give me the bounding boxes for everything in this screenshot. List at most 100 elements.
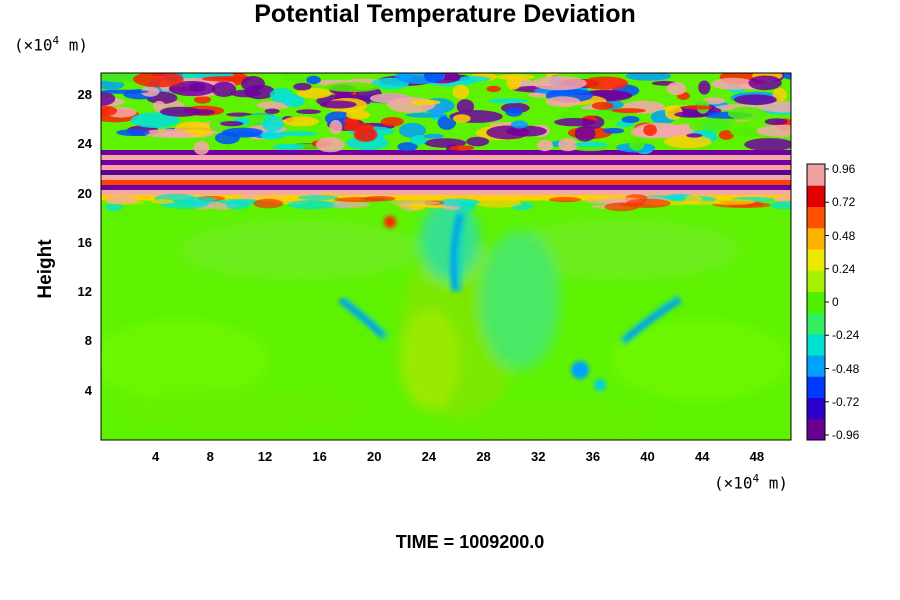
field-blob xyxy=(670,194,687,201)
field-blob xyxy=(621,115,640,124)
colorbar-tick-label: 0.96 xyxy=(832,162,856,176)
colorbar-swatch xyxy=(807,418,825,441)
field-blob xyxy=(101,105,118,117)
field-blob xyxy=(584,198,629,204)
field-stripe xyxy=(101,160,791,166)
field-blob xyxy=(744,138,791,151)
field-blob xyxy=(772,88,787,102)
field-blob xyxy=(452,84,470,100)
colorbar-swatch xyxy=(807,227,825,250)
field-blob xyxy=(297,194,339,201)
field-blob xyxy=(582,76,629,90)
field-blob xyxy=(574,125,596,142)
colorbar-swatch xyxy=(807,376,825,399)
field-blob xyxy=(686,133,703,138)
field-blob xyxy=(334,197,385,203)
x-tick-label: 40 xyxy=(640,449,655,464)
x-tick-label: 4 xyxy=(152,449,160,464)
field-stripe xyxy=(101,165,791,171)
x-tick-label: 44 xyxy=(694,449,710,464)
colorbar-swatch xyxy=(807,333,825,356)
field-blob xyxy=(505,107,523,117)
field-blob xyxy=(153,100,166,112)
colorbar-tick-label: 0.72 xyxy=(832,195,856,210)
field-blob xyxy=(506,125,547,137)
field-blob xyxy=(625,198,671,209)
y-tick-label: 12 xyxy=(77,284,92,300)
field-blob xyxy=(449,145,475,151)
field-blob xyxy=(718,130,734,140)
y-tick-label: 4 xyxy=(84,382,92,398)
x-axis-unit: (×104 m) xyxy=(714,472,789,493)
field-stripe xyxy=(101,195,791,201)
field-blob xyxy=(405,112,448,118)
x-tick-label: 24 xyxy=(421,449,437,464)
field-blob xyxy=(628,137,645,151)
field-blob xyxy=(408,202,427,211)
field-blob xyxy=(574,141,608,148)
field-blob xyxy=(730,127,761,138)
colorbar-tick-label: -0.24 xyxy=(832,328,860,343)
field-blob xyxy=(764,118,788,126)
field-blob xyxy=(423,133,444,139)
y-tick-label: 24 xyxy=(77,136,92,152)
x-tick-label: 12 xyxy=(257,449,273,464)
x-tick-label: 36 xyxy=(585,449,601,464)
field-blob xyxy=(727,106,766,121)
field-blob xyxy=(452,114,471,123)
field-blob xyxy=(591,101,614,110)
field-stripe xyxy=(101,190,791,196)
field-blob xyxy=(282,116,319,127)
field-blob xyxy=(133,73,184,88)
field-blob xyxy=(101,89,149,94)
field-blob xyxy=(226,112,253,117)
chart-title: Potential Temperature Deviation xyxy=(254,0,636,28)
field-blob xyxy=(666,81,687,96)
field-blob xyxy=(625,73,672,81)
field-blob xyxy=(683,105,713,110)
field-blob xyxy=(554,117,596,127)
field-blob xyxy=(397,142,418,152)
field-blob xyxy=(545,96,581,107)
field-blob xyxy=(264,108,280,114)
field-blob xyxy=(315,137,345,153)
colorbar-tick-label: 0.24 xyxy=(832,261,856,276)
field-blob xyxy=(423,73,444,83)
field-blob xyxy=(602,127,625,134)
field-blob xyxy=(698,80,711,95)
field-blob xyxy=(399,73,413,81)
field-blob xyxy=(410,134,428,145)
field-blob xyxy=(486,85,501,93)
y-axis-unit: (×104 m) xyxy=(14,34,89,55)
field-blob xyxy=(702,97,726,105)
field-blob xyxy=(664,135,712,149)
colorbar-swatch xyxy=(807,185,825,207)
x-tick-label: 16 xyxy=(312,449,327,464)
field-blob xyxy=(488,98,529,104)
field-blob xyxy=(537,139,553,152)
field-blob xyxy=(140,86,160,97)
field-blob xyxy=(143,129,196,138)
field-blob xyxy=(459,201,476,212)
field-blob xyxy=(774,195,791,203)
field-blob xyxy=(319,100,357,109)
field-blob xyxy=(748,75,782,91)
field-blob xyxy=(769,201,791,210)
field-stripe xyxy=(101,150,791,156)
field-blob xyxy=(474,198,522,208)
field-blob xyxy=(287,200,335,210)
field-blob xyxy=(399,122,426,138)
colorbar-swatch xyxy=(807,291,825,314)
field-stripe xyxy=(101,180,791,186)
colorbar xyxy=(806,163,829,441)
field-stripe xyxy=(101,155,791,161)
field-blob xyxy=(225,200,251,210)
y-tick-label: 8 xyxy=(84,333,92,349)
field-blob xyxy=(151,199,175,204)
x-tick-label: 8 xyxy=(206,449,214,464)
field-blob xyxy=(260,131,279,140)
field-blob xyxy=(241,75,265,92)
x-tick-label: 28 xyxy=(476,449,491,464)
field-blob xyxy=(643,124,657,137)
